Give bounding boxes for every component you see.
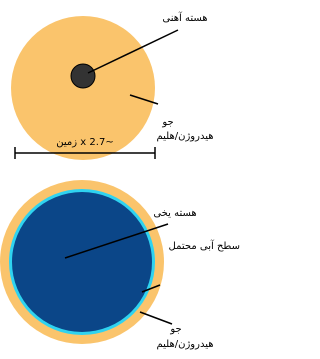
ice-core [12, 192, 152, 332]
page: هسته آهنی جو هیدروژن/هلیم ~2.7 x زمین هس… [0, 0, 320, 359]
label: جو [169, 324, 181, 335]
label: هسته آهنی [162, 11, 207, 24]
iron-core [71, 64, 95, 88]
diagram: هسته آهنی جو هیدروژن/هلیم ~2.7 x زمین هس… [0, 0, 240, 359]
label: هسته یخی [153, 208, 196, 219]
label: سطح آبی محتمل [169, 239, 240, 252]
label: هیدروژن/هلیم [157, 339, 214, 350]
label: هیدروژن/هلیم [157, 131, 214, 142]
scale-label: ~2.7 x زمین [56, 137, 113, 148]
pointer [140, 312, 172, 324]
label: جو [161, 117, 173, 128]
